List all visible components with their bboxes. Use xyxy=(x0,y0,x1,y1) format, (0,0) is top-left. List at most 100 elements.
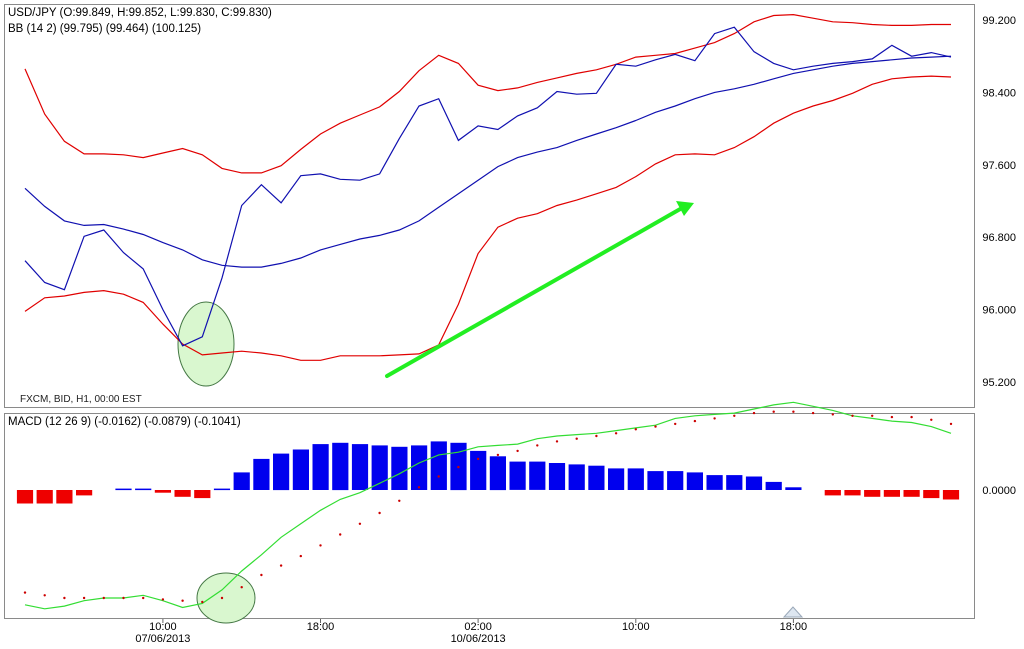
macd-signal-dot xyxy=(82,596,86,600)
macd-signal-dot xyxy=(319,544,322,547)
macd-signal-dot xyxy=(220,596,224,600)
macd-series-layer xyxy=(16,401,960,610)
macd-histogram-bar xyxy=(509,461,526,490)
macd-signal-dot xyxy=(654,425,657,428)
macd-signal-dot xyxy=(575,437,578,440)
macd-histogram-bar xyxy=(115,488,132,491)
macd-histogram-bar xyxy=(233,472,250,490)
highlight-ellipse-price xyxy=(177,301,235,387)
macd-histogram-bar xyxy=(213,488,231,491)
macd-signal-dot xyxy=(398,499,401,502)
macd-signal-dot xyxy=(358,522,362,525)
macd-histogram-bar xyxy=(548,463,566,490)
macd-line xyxy=(24,401,952,610)
price-y-tick-label: 98.400 xyxy=(982,87,1016,99)
macd-histogram-bar xyxy=(312,444,329,490)
macd-signal-dot xyxy=(496,453,500,457)
macd-signal-dot xyxy=(240,586,243,589)
macd-signal-dot xyxy=(161,598,165,601)
macd-signal-dot xyxy=(201,600,204,604)
price-y-tick-label: 95.200 xyxy=(982,377,1016,389)
macd-histogram-bar xyxy=(647,471,664,490)
macd-histogram-bar xyxy=(745,476,763,490)
macd-signal-dot xyxy=(555,440,559,443)
macd-signal-dot xyxy=(417,486,421,489)
macd-panel-frame xyxy=(4,413,975,619)
macd-histogram-bar xyxy=(253,458,270,490)
right-axis-strip xyxy=(975,4,1023,619)
price-panel-frame xyxy=(4,4,975,408)
macd-histogram-bar xyxy=(864,490,881,497)
macd-signal-dot xyxy=(595,434,598,438)
macd-histogram-bar xyxy=(36,490,53,504)
macd-signal-dot xyxy=(23,591,27,594)
scroll-marker-icon[interactable] xyxy=(782,606,804,618)
x-time-label: 02:00 xyxy=(464,621,492,633)
macd-histogram-bar xyxy=(194,490,211,499)
macd-histogram-bar xyxy=(785,487,802,490)
trend-arrow-head xyxy=(676,201,694,216)
source-label: FXCM, BID, H1, 00:00 EST xyxy=(20,394,142,405)
macd-signal-dot xyxy=(102,596,106,600)
macd-histogram-bar xyxy=(824,490,841,496)
macd-histogram-bar xyxy=(351,444,369,490)
macd-signal-dot xyxy=(614,432,618,435)
macd-signal-dot xyxy=(634,428,637,431)
trend-arrow-annotation xyxy=(385,201,694,378)
macd-histogram-bar xyxy=(76,490,93,496)
macd-signal-dot xyxy=(693,419,697,423)
macd-histogram-bar xyxy=(470,450,487,490)
price-y-tick-label: 99.200 xyxy=(982,15,1016,27)
macd-histogram-bar xyxy=(844,490,861,496)
macd-signal-dot xyxy=(536,444,539,447)
macd-signal-dot xyxy=(476,457,480,461)
macd-histogram-bar xyxy=(411,445,428,490)
price-series-layer xyxy=(24,13,952,361)
macd-signal-dot xyxy=(851,414,854,417)
price-y-tick-label: 96.000 xyxy=(982,305,1016,317)
macd-signal-dot xyxy=(516,449,519,453)
macd-signal-dot xyxy=(890,415,894,419)
macd-signal-dot xyxy=(910,415,913,419)
macd-histogram-bar xyxy=(608,468,625,490)
macd-signal-dot xyxy=(122,596,125,600)
series-line-middle xyxy=(24,55,952,268)
highlight-ellipse-macd xyxy=(196,572,256,624)
axis-tick-layer: 99.200 98.400 97.600 96.800 96.000 95.200 0.00… xyxy=(135,15,1016,645)
macd-histogram-bar xyxy=(923,490,940,499)
macd-signal-dot xyxy=(831,413,834,416)
x-time-label: 10:00 xyxy=(622,621,650,633)
macd-signal-dot xyxy=(871,414,874,417)
macd-signal-dot xyxy=(339,533,342,536)
macd-y-tick-label: 0.0000 xyxy=(982,485,1016,497)
macd-histogram-bar xyxy=(135,488,152,491)
series-line-price xyxy=(24,26,952,347)
macd-signal-dot xyxy=(457,465,460,469)
macd-histogram-bar xyxy=(332,442,349,491)
macd-signal-dot xyxy=(279,564,283,567)
macd-histogram-bar xyxy=(627,468,644,490)
macd-histogram-bar xyxy=(883,490,900,497)
macd-signal-dot xyxy=(63,596,66,600)
macd-title: MACD (12 26 9) (-0.0162) (-0.0879) (-0.1… xyxy=(8,416,241,428)
macd-signal-dot xyxy=(674,422,677,426)
trend-arrow-shaft xyxy=(385,206,684,378)
macd-signal-dot xyxy=(378,511,381,515)
macd-signal-dot xyxy=(949,422,953,426)
macd-histogram-bar xyxy=(686,472,703,490)
macd-signal-dot xyxy=(752,411,756,415)
bollinger-label: BB (14 2) (99.795) (99.464) (100.125) xyxy=(8,23,201,35)
macd-histogram-bar xyxy=(430,441,447,490)
macd-histogram-bar xyxy=(706,475,723,490)
macd-histogram-bar xyxy=(273,453,290,491)
macd-signal-dot xyxy=(260,573,263,577)
macd-signal-dot xyxy=(930,418,933,421)
price-title: USD/JPY (O:99.849, H:99.852, L:99.830, C… xyxy=(8,7,272,19)
macd-signal-dot xyxy=(299,554,302,558)
macd-histogram-bar xyxy=(154,490,171,493)
macd-signal-dot xyxy=(811,411,815,415)
macd-signal-dot xyxy=(713,417,716,420)
macd-histogram-bar xyxy=(489,456,506,491)
